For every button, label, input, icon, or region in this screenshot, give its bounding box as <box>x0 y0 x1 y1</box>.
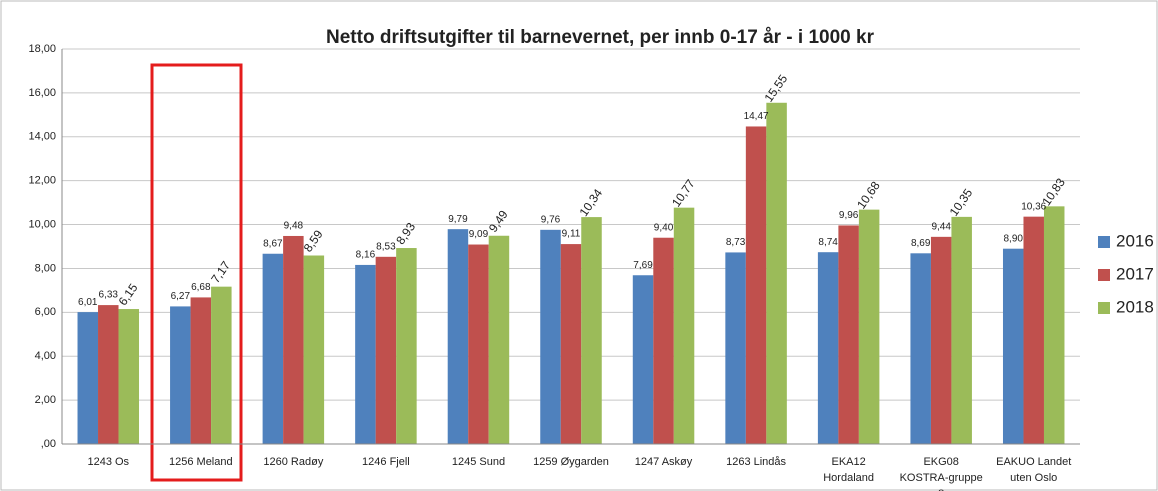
y-tick-label: 10,00 <box>28 218 56 230</box>
bar <box>98 305 119 444</box>
bar <box>303 255 325 444</box>
highlight-box <box>150 63 243 482</box>
bar <box>1002 248 1024 444</box>
legend-label: 2016 <box>1116 231 1154 250</box>
y-tick-label: 6,00 <box>35 306 56 318</box>
y-tick-label: 2,00 <box>35 394 56 406</box>
value-label: 6,68 <box>191 282 211 293</box>
value-label: 6,01 <box>78 297 98 308</box>
bar <box>170 306 191 444</box>
value-label: 10,34 <box>576 186 605 219</box>
value-label: 10,36 <box>1021 201 1046 212</box>
value-label: 6,33 <box>99 290 119 301</box>
bar <box>1043 206 1065 444</box>
x-tick-label: 1259 Øygarden <box>533 456 609 468</box>
value-label: 9,48 <box>284 221 304 232</box>
value-label: 10,77 <box>669 177 698 210</box>
bar <box>1023 216 1044 444</box>
x-tick-label: 1260 Radøy <box>263 456 324 468</box>
value-label: 6,27 <box>171 291 191 302</box>
value-label: 9,11 <box>562 229 581 240</box>
y-tick-label: 8,00 <box>35 262 56 274</box>
bar <box>858 209 880 444</box>
y-tick-label: 4,00 <box>35 350 56 362</box>
value-label: 10,68 <box>854 179 883 212</box>
bar <box>77 312 99 444</box>
bar <box>673 207 695 444</box>
bar <box>118 309 140 444</box>
y-tick-label: 12,00 <box>28 175 56 187</box>
value-label: 8,67 <box>263 238 283 249</box>
value-label: 7,69 <box>633 260 653 271</box>
value-label: 9,09 <box>469 229 489 240</box>
value-label: 7,17 <box>208 258 233 285</box>
x-tick-label: EKG08 KOSTRA-gruppe 8 <box>899 456 983 491</box>
bar <box>581 217 602 444</box>
bar <box>468 244 489 444</box>
value-label: 9,79 <box>448 214 468 225</box>
value-label: 8,74 <box>818 237 838 248</box>
value-label: 8,73 <box>726 237 746 248</box>
value-label: 14,47 <box>744 111 769 122</box>
bar <box>632 275 654 444</box>
y-tick-label: 18,00 <box>28 43 56 55</box>
value-label: 9,44 <box>931 221 951 232</box>
x-tick-label: 1263 Lindås <box>726 456 787 468</box>
legend-swatch <box>1098 236 1110 248</box>
legend-label: 2017 <box>1116 264 1154 283</box>
value-label: 9,40 <box>654 222 674 233</box>
value-label: 8,53 <box>376 241 396 252</box>
x-tick-label: 1247 Askøy <box>634 456 693 468</box>
bar <box>725 252 746 444</box>
chart-title: Netto driftsutgifter til barnevernet, pe… <box>326 27 875 48</box>
bar <box>211 286 232 444</box>
bar <box>447 229 469 444</box>
x-tick-label: EKA12 Hordaland <box>823 456 874 484</box>
y-tick-label: 14,00 <box>28 131 56 143</box>
x-tick-label: 1245 Sund <box>451 456 506 468</box>
value-label: 8,69 <box>911 238 931 249</box>
bar <box>488 235 510 444</box>
bar <box>653 237 674 444</box>
bar <box>930 236 952 444</box>
value-label: 6,15 <box>116 281 141 308</box>
bar <box>745 126 767 444</box>
value-label: 9,76 <box>541 214 561 225</box>
bar <box>355 264 376 444</box>
legend-swatch <box>1098 302 1110 314</box>
y-tick-label: ,00 <box>41 438 56 450</box>
value-label: 8,93 <box>393 220 418 247</box>
value-label: 8,59 <box>301 227 326 254</box>
value-label: 8,90 <box>1003 233 1023 244</box>
x-tick-label: 1246 Fjell <box>362 456 410 468</box>
bar <box>766 102 787 444</box>
bar <box>283 235 304 444</box>
bar <box>540 229 561 444</box>
x-tick-label: 1243 Os <box>87 456 130 468</box>
y-tick-label: 16,00 <box>28 87 56 99</box>
value-label: 9,49 <box>486 207 511 234</box>
bar <box>817 252 839 444</box>
bar <box>190 297 212 444</box>
bar <box>396 248 417 444</box>
bar <box>951 216 972 444</box>
value-label: 10,35 <box>947 186 976 219</box>
bar <box>838 225 859 444</box>
value-label: 9,96 <box>839 210 859 221</box>
bar <box>910 253 931 444</box>
bar <box>560 244 582 444</box>
bar <box>262 253 284 444</box>
x-tick-label: EAKUO Landet uten Oslo <box>996 456 1072 484</box>
x-tick-label: 1256 Meland <box>169 456 233 468</box>
legend-swatch <box>1098 269 1110 281</box>
value-label: 15,55 <box>762 72 791 105</box>
legend-label: 2018 <box>1116 297 1154 316</box>
bar <box>375 256 397 444</box>
value-label: 8,16 <box>356 250 376 261</box>
